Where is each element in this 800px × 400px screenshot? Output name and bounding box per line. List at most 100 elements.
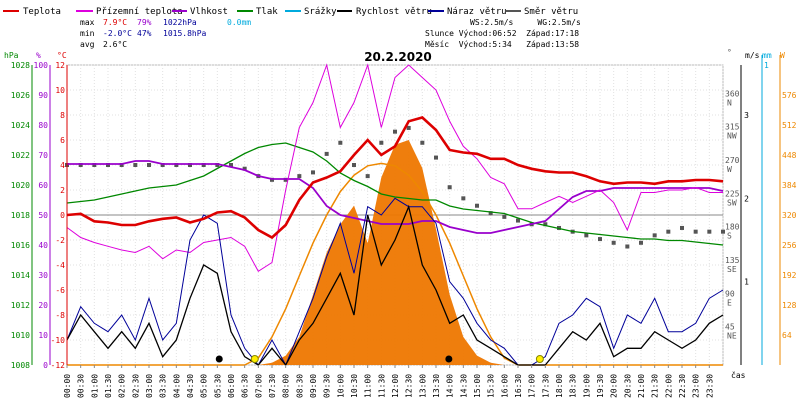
x-tick-label: 15:00 bbox=[473, 374, 482, 398]
wind-direction-point bbox=[201, 163, 206, 167]
unit-mm: mm bbox=[762, 51, 772, 60]
wind-direction-point bbox=[78, 163, 83, 167]
unit-hpa: hPa bbox=[4, 51, 19, 60]
sun-marker bbox=[535, 355, 544, 363]
wind-direction-point bbox=[434, 155, 438, 160]
x-tick-label: 10:30 bbox=[350, 374, 359, 398]
x-tick-label: 15:30 bbox=[487, 374, 496, 398]
wind-direction-point bbox=[324, 151, 329, 156]
direction-tick-name: NW bbox=[727, 132, 737, 141]
humidity-tick: 0 bbox=[43, 361, 48, 370]
x-tick-label: 14:00 bbox=[446, 374, 455, 398]
wind-direction-point bbox=[188, 163, 192, 167]
wind-direction-point bbox=[475, 203, 479, 208]
wind-direction-point bbox=[133, 163, 138, 167]
wind-direction-point bbox=[639, 240, 643, 245]
moon-marker bbox=[445, 355, 453, 363]
x-tick-label: 02:00 bbox=[118, 374, 127, 398]
x-tick-label: 14:30 bbox=[459, 374, 468, 398]
legend-pressure: Tlak bbox=[256, 7, 278, 17]
direction-tick-deg: 90 bbox=[725, 289, 735, 298]
x-tick-label: 04:00 bbox=[172, 374, 181, 398]
pressure-tick: 1020 bbox=[11, 181, 30, 190]
wind-direction-point bbox=[584, 233, 589, 238]
wind-direction-point bbox=[598, 237, 602, 242]
x-tick-label: 05:30 bbox=[213, 374, 222, 398]
ground-temperature-line bbox=[66, 63, 723, 273]
legend-wind-speed: Rychlost větru bbox=[356, 7, 432, 17]
x-tick-label: 13:30 bbox=[432, 374, 441, 398]
wind-direction-point bbox=[297, 174, 302, 179]
x-axis: 00:00 00:30 01:00 01:30 02:00 02:30 03:00 03:30… bbox=[63, 365, 714, 398]
x-tick-label: 21:30 bbox=[651, 374, 660, 398]
unit-pct: % bbox=[36, 51, 41, 60]
x-tick-label: 22:30 bbox=[678, 374, 687, 398]
temperature-tick: -8 bbox=[55, 311, 65, 320]
x-tick-label: 06:00 bbox=[227, 374, 236, 398]
humidity-tick: 40 bbox=[38, 241, 48, 250]
wind-direction-point bbox=[693, 229, 698, 234]
stats-min-temp: -2.0°C bbox=[103, 29, 132, 38]
legend-ground-temperature: Přízemní teplota bbox=[96, 7, 183, 17]
chart-title: 20.2.2020 bbox=[364, 50, 432, 64]
direction-tick-deg: 180 bbox=[725, 223, 740, 232]
x-tick-label: 11:00 bbox=[364, 374, 373, 398]
x-tick-label: 10:00 bbox=[336, 374, 345, 398]
wind-direction-point bbox=[516, 218, 520, 223]
pressure-tick: 1028 bbox=[11, 61, 30, 70]
solar-tick: 576 bbox=[782, 91, 797, 100]
wind-direction-point bbox=[229, 163, 233, 167]
x-tick-label: 03:30 bbox=[159, 374, 168, 398]
x-tick-label: 01:00 bbox=[90, 374, 99, 398]
solar-tick: 512 bbox=[782, 121, 797, 130]
x-tick-label: 23:30 bbox=[705, 374, 714, 398]
x-tick-label: 19:00 bbox=[582, 374, 591, 398]
wind-direction-point bbox=[311, 170, 315, 175]
wind-speed-tick: 2 bbox=[744, 194, 749, 203]
temperature-tick: -12 bbox=[51, 361, 66, 370]
solar-tick: 64 bbox=[782, 331, 792, 340]
wind-gust-line bbox=[66, 197, 724, 367]
x-tick-label: 07:00 bbox=[254, 374, 263, 398]
wind-direction-point bbox=[420, 140, 425, 145]
unit-ms: m/s bbox=[745, 51, 760, 60]
wind-direction-point bbox=[680, 225, 684, 230]
temperature-tick: 10 bbox=[55, 86, 65, 95]
x-tick-label: 00:30 bbox=[77, 374, 86, 398]
x-tick-label: 06:30 bbox=[241, 374, 250, 398]
wind-direction-point bbox=[652, 233, 657, 238]
unit-deg: ° bbox=[727, 48, 732, 57]
humidity-tick: 100 bbox=[34, 61, 49, 70]
axis-units: hPa % °C ° m/s mm W bbox=[4, 48, 785, 60]
wind-direction-point bbox=[721, 229, 725, 234]
direction-tick-name: SE bbox=[727, 265, 737, 274]
x-tick-label: 09:00 bbox=[309, 374, 318, 398]
stats-max-press: 1022hPa bbox=[163, 18, 197, 27]
x-tick-label: 11:30 bbox=[377, 374, 386, 398]
humidity-tick: 90 bbox=[38, 91, 48, 100]
x-tick-label: 20:30 bbox=[623, 374, 632, 398]
wind-direction-point bbox=[92, 163, 97, 167]
wind-direction-point bbox=[447, 185, 452, 190]
humidity-tick: 80 bbox=[38, 121, 48, 130]
series-lines bbox=[66, 63, 724, 367]
solar-tick: 192 bbox=[782, 271, 797, 280]
wind-direction-point bbox=[119, 163, 124, 167]
solar-tick: 448 bbox=[782, 151, 797, 160]
stats-min-hum: 47% bbox=[137, 29, 152, 38]
wind-direction-point bbox=[365, 174, 370, 179]
x-tick-label: 18:00 bbox=[555, 374, 564, 398]
pressure-tick: 1024 bbox=[11, 121, 30, 130]
x-tick-label: 12:00 bbox=[391, 374, 400, 398]
wind-direction-point bbox=[379, 140, 384, 145]
x-tick-label: 19:30 bbox=[596, 374, 605, 398]
stats-avg-label: avg bbox=[80, 40, 95, 49]
direction-tick-name: N bbox=[727, 98, 732, 107]
humidity-tick: 30 bbox=[38, 271, 48, 280]
moon-marker bbox=[215, 355, 223, 363]
humidity-tick: 60 bbox=[38, 181, 48, 190]
humidity-tick: 10 bbox=[38, 331, 48, 340]
x-tick-label: 21:00 bbox=[637, 374, 646, 398]
wind-speed-line bbox=[66, 204, 724, 367]
x-tick-label: 20:00 bbox=[610, 374, 619, 398]
